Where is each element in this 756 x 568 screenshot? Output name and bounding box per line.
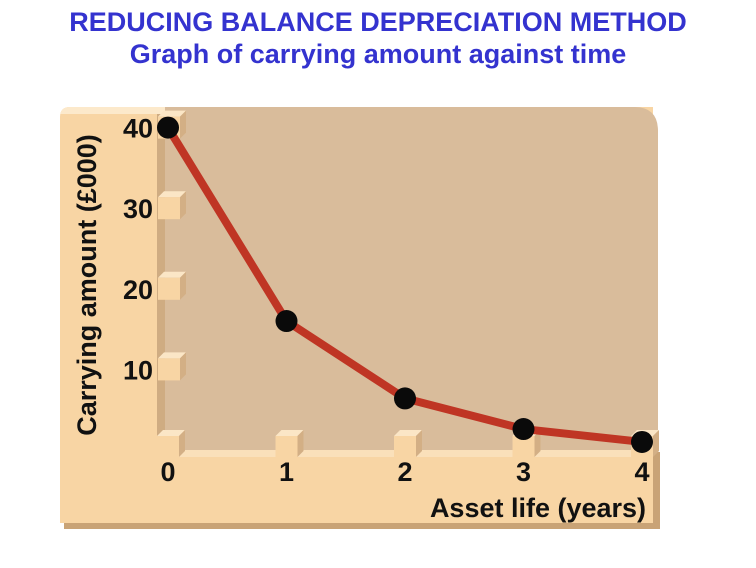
plot-area bbox=[165, 107, 658, 450]
chart-subtitle: Graph of carrying amount against time bbox=[129, 39, 627, 69]
panel-bottom-shadow bbox=[64, 523, 660, 529]
axis-labels: 10 20 30 40 0 1 2 3 4 Asset life (years) Carrying … bbox=[72, 114, 650, 523]
data-point-year-1 bbox=[275, 310, 298, 333]
depreciation-figure: 10 20 30 40 0 1 2 3 4 Asset life (years) Carrying … bbox=[60, 107, 660, 529]
data-point-year-3 bbox=[512, 418, 535, 441]
y-tick-box-30 bbox=[158, 191, 186, 220]
y-axis-title: Carrying amount (£000) bbox=[72, 134, 102, 436]
x-tick-box-2 bbox=[394, 430, 422, 457]
x-tick-label-3: 3 bbox=[516, 457, 531, 487]
panel-side-shadow bbox=[653, 452, 660, 523]
x-tick-label-0: 0 bbox=[160, 457, 175, 487]
y-tick-box-10 bbox=[158, 352, 186, 381]
y-tick-box-20 bbox=[158, 271, 186, 300]
chart-title: REDUCING BALANCE DEPRECIATION METHOD bbox=[69, 7, 687, 37]
x-tick-label-1: 1 bbox=[279, 457, 294, 487]
x-tick-box-1 bbox=[275, 430, 304, 457]
x-axis-title: Asset life (years) bbox=[430, 493, 646, 523]
data-point-year-0 bbox=[157, 116, 179, 139]
y-tick-label-40: 40 bbox=[123, 114, 153, 144]
x-tick-box-0 bbox=[157, 430, 185, 457]
y-tick-label-10: 10 bbox=[123, 355, 153, 385]
data-points bbox=[157, 116, 653, 453]
y-tick-label-30: 30 bbox=[123, 194, 153, 224]
data-point-year-2 bbox=[394, 387, 416, 410]
chart-heading: REDUCING BALANCE DEPRECIATION METHOD Gra… bbox=[0, 6, 756, 70]
y-tick-label-20: 20 bbox=[123, 275, 153, 305]
x-tick-label-4: 4 bbox=[634, 457, 649, 487]
x-tick-label-2: 2 bbox=[397, 457, 412, 487]
panel-top-highlight bbox=[60, 107, 165, 117]
data-point-year-4 bbox=[631, 430, 653, 453]
chart-frame bbox=[60, 107, 660, 529]
